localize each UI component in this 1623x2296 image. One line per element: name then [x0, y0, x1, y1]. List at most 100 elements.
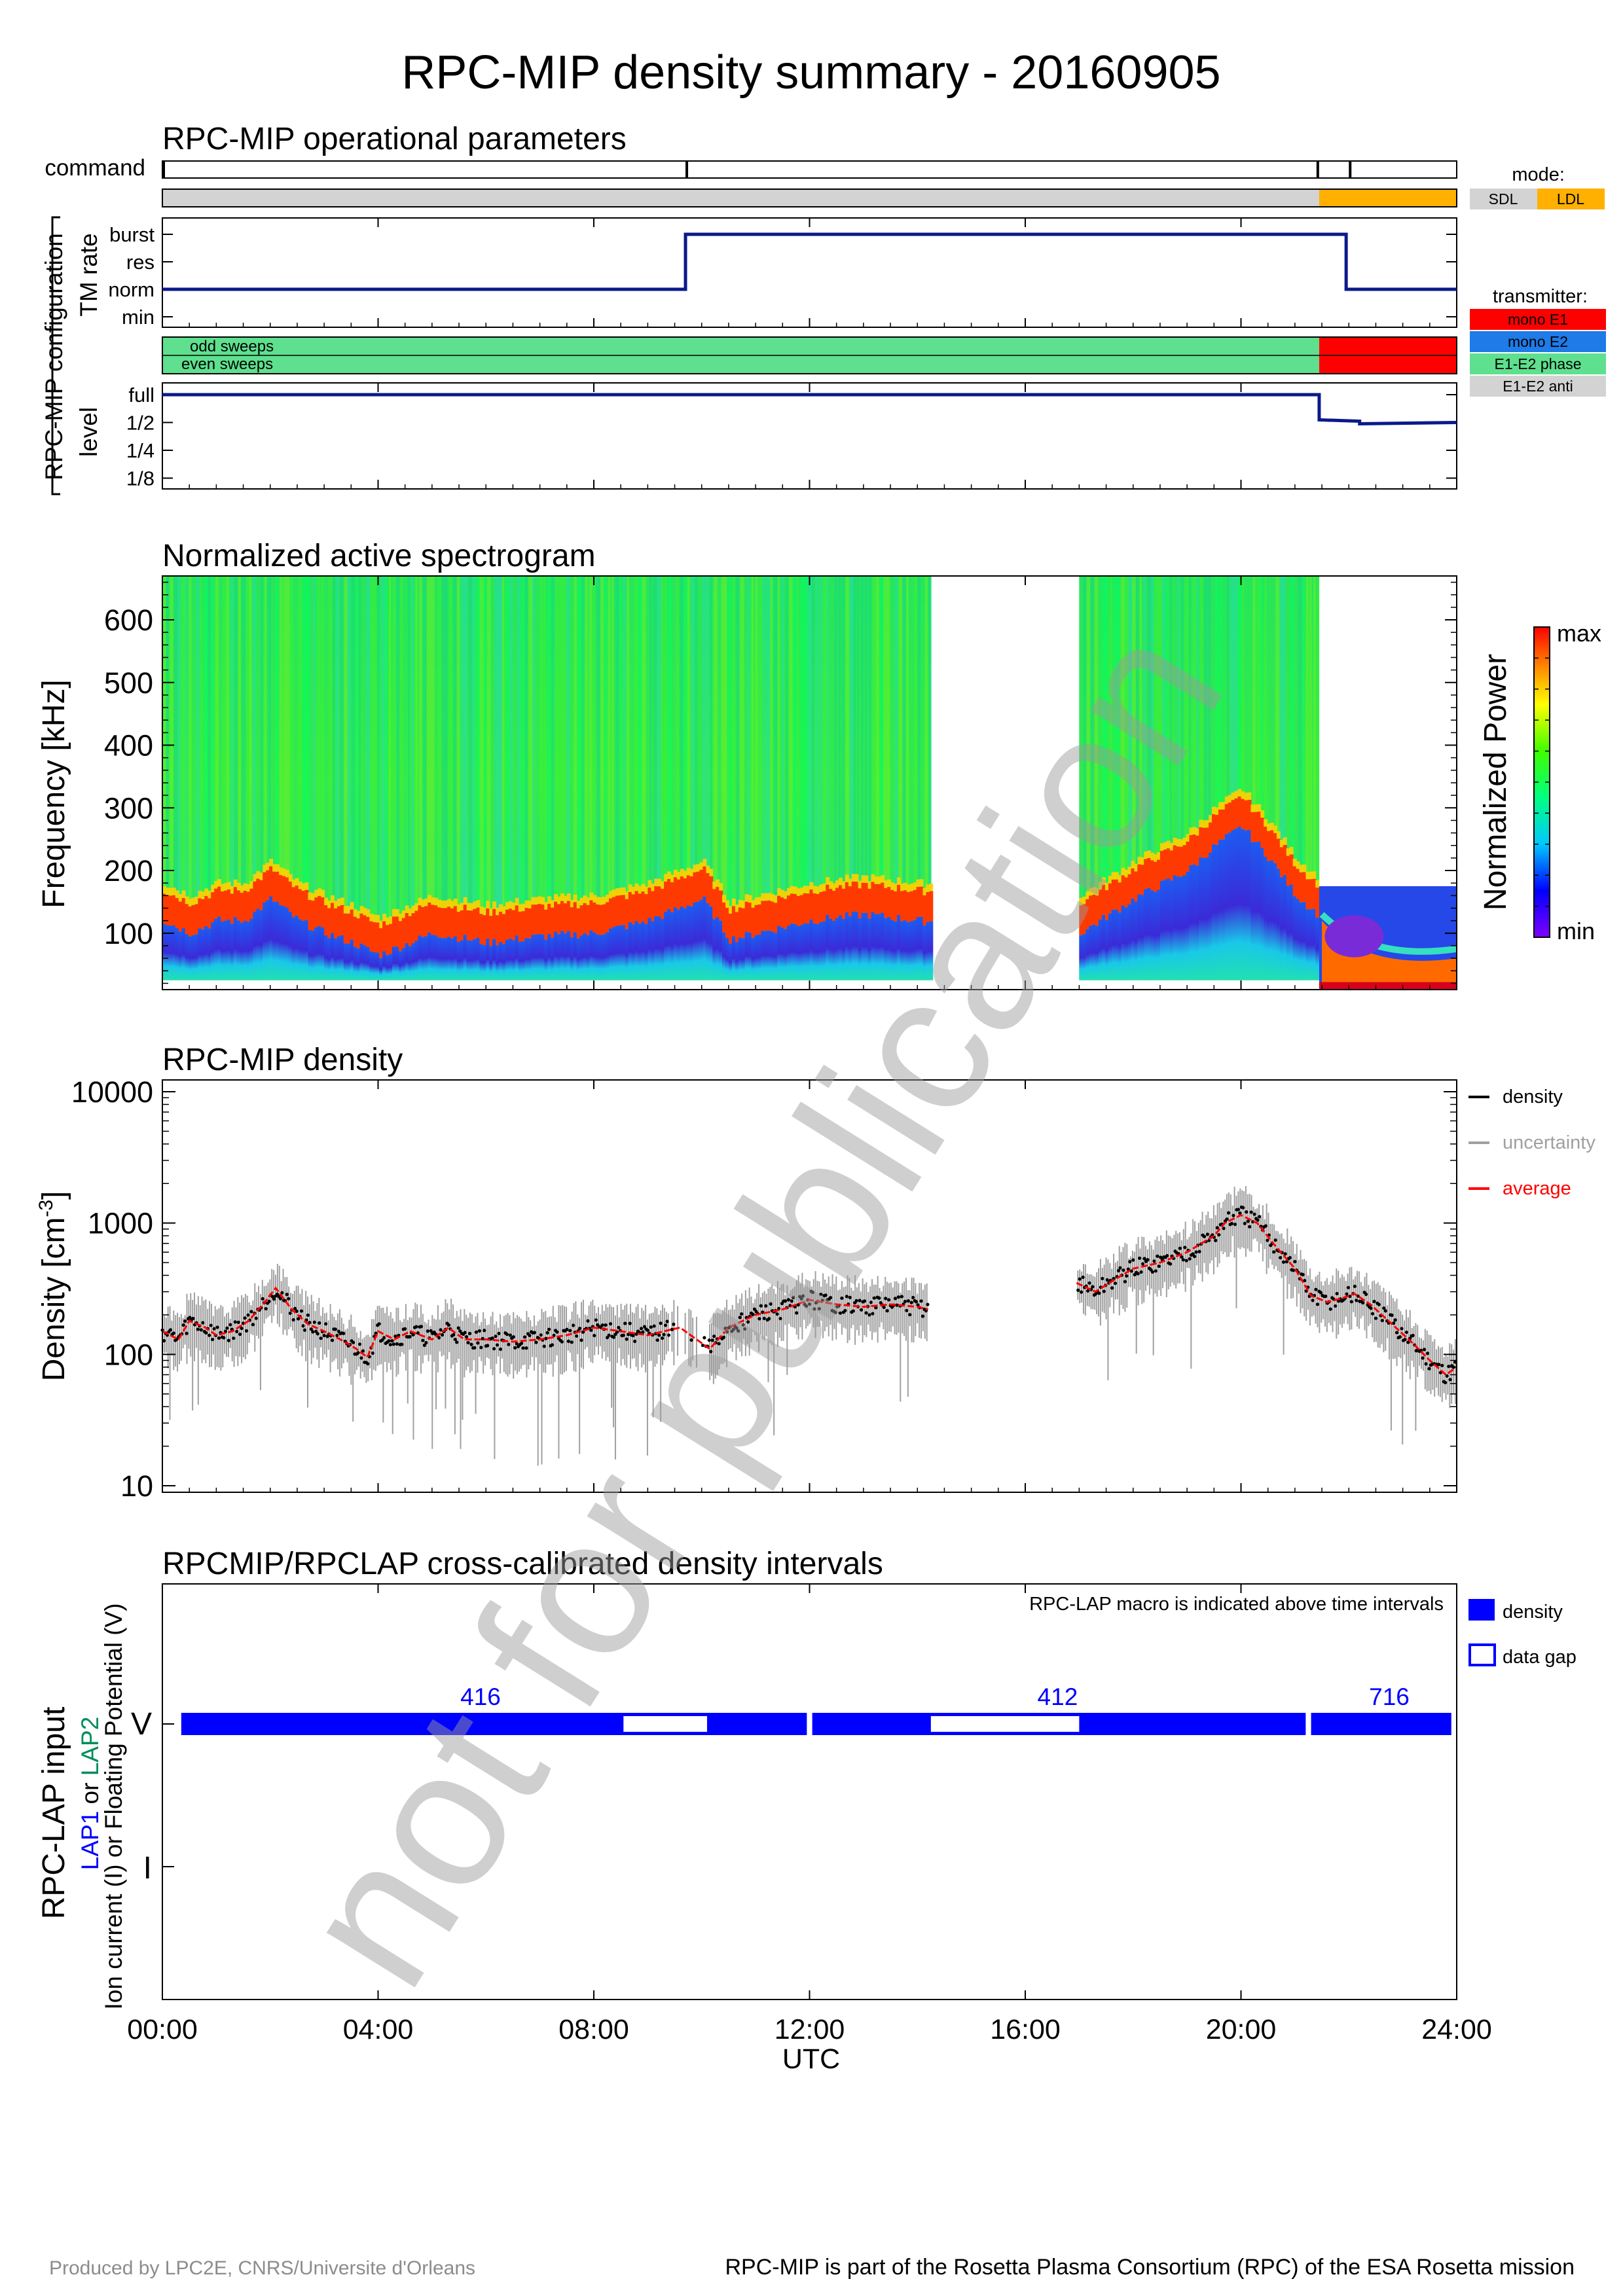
low-frequency-band: [376, 952, 380, 980]
density-point: [621, 1333, 625, 1337]
spectrogram-texture: [808, 576, 812, 980]
density-point: [439, 1328, 443, 1332]
low-frequency-band: [227, 919, 231, 980]
plasma-line-halo: [175, 890, 179, 899]
plasma-line: [382, 921, 387, 952]
spectrogram-texture: [1207, 576, 1211, 980]
plasma-line: [469, 910, 474, 941]
plasma-line: [731, 906, 736, 937]
plasma-line: [266, 870, 270, 901]
density-point: [780, 1301, 784, 1306]
plasma-line-halo: [288, 874, 293, 882]
low-frequency-band: [359, 943, 364, 980]
density-point: [1085, 1289, 1090, 1293]
config-group-bracket: [51, 216, 60, 495]
plasma-line-halo: [162, 886, 166, 894]
plasma-line: [764, 901, 769, 931]
plasma-line: [505, 909, 509, 940]
plasma-line: [499, 912, 503, 942]
spectrogram-texture: [905, 576, 909, 980]
density-point: [314, 1329, 318, 1333]
plasma-line: [909, 891, 914, 922]
spectrogram-texture: [1271, 576, 1275, 980]
plasma-line: [644, 894, 649, 925]
plasma-line-halo: [1283, 837, 1287, 845]
transmitter-legend-swatch: [1470, 353, 1606, 374]
low-frequency-band: [1085, 929, 1090, 980]
level-tick-label: 1/4: [126, 439, 155, 462]
density-point: [244, 1329, 249, 1333]
density-point: [474, 1330, 479, 1334]
density-point: [1118, 1266, 1122, 1270]
spectrogram-texture: [792, 576, 797, 980]
spectrogram-texture: [501, 576, 505, 980]
density-point: [1078, 1277, 1082, 1281]
low-frequency-band: [327, 938, 332, 980]
low-frequency-band: [709, 906, 714, 980]
spectrogram-texture: [834, 576, 837, 980]
plasma-line: [861, 882, 866, 913]
low-frequency-band: [583, 933, 587, 980]
plasma-line-halo: [1199, 819, 1203, 827]
plasma-line-halo: [282, 869, 286, 876]
low-frequency-band: [1309, 909, 1313, 980]
plasma-line-halo: [1089, 888, 1093, 896]
plasma-line: [551, 907, 555, 938]
plasma-line-halo: [641, 884, 646, 892]
low-frequency-band: [288, 911, 293, 980]
plasma-line-halo: [463, 897, 467, 905]
low-frequency-band: [1154, 891, 1158, 980]
low-frequency-band: [1231, 830, 1235, 980]
density-point: [486, 1344, 490, 1348]
density-point: [804, 1304, 809, 1308]
spectrogram-texture: [706, 576, 709, 980]
plasma-line-halo: [1276, 831, 1281, 839]
spectrogram-texture: [796, 576, 799, 980]
plasma-line: [501, 914, 506, 944]
plasma-line: [719, 890, 723, 921]
low-frequency-band: [589, 930, 594, 980]
density-point: [555, 1330, 559, 1334]
plasma-line-halo: [1186, 834, 1190, 842]
low-frequency-band: [175, 928, 179, 980]
plasma-line: [314, 897, 319, 928]
low-frequency-band: [835, 918, 839, 980]
spectrogram-texture: [721, 576, 725, 980]
density-point: [884, 1297, 888, 1300]
spectrogram-texture: [355, 576, 358, 980]
spectrogram-texture: [486, 576, 491, 980]
low-frequency-band: [1224, 834, 1229, 980]
spectrogram-texture: [713, 576, 718, 980]
plasma-line: [511, 910, 516, 941]
plasma-line-halo: [327, 901, 332, 908]
low-frequency-band: [683, 908, 687, 980]
density-point: [1225, 1217, 1229, 1221]
plasma-line: [1299, 872, 1304, 903]
density-point: [319, 1336, 323, 1340]
spectrogram-texture: [596, 576, 601, 980]
spectrogram-texture: [830, 576, 835, 980]
density-point: [707, 1338, 711, 1342]
density-point: [712, 1335, 716, 1338]
plasma-line-halo: [1154, 854, 1158, 862]
low-frequency-band: [676, 909, 681, 980]
low-frequency-band: [716, 917, 720, 980]
density-point: [915, 1300, 919, 1304]
spectrogram-texture: [1086, 576, 1091, 980]
density-point: [1444, 1380, 1448, 1385]
plasma-line-halo: [803, 886, 807, 893]
plasma-line: [786, 895, 791, 926]
low-frequency-band: [780, 927, 784, 980]
plasma-line-halo: [1118, 874, 1122, 883]
spectrogram-texture: [928, 576, 932, 980]
density-point: [833, 1310, 837, 1314]
spectrogram-texture: [732, 576, 735, 980]
plasma-line-halo: [466, 903, 471, 910]
density-point: [185, 1331, 189, 1335]
density-point: [272, 1297, 276, 1301]
density-point: [851, 1309, 855, 1313]
plasma-line-halo: [835, 880, 839, 888]
density-point: [858, 1299, 862, 1302]
plasma-line-halo: [1241, 791, 1245, 799]
